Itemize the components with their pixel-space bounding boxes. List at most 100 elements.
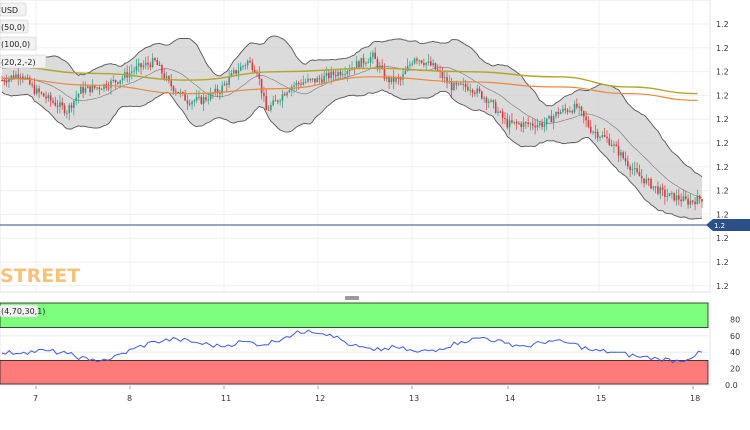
- legend-item-symbol[interactable]: [0, 2, 27, 17]
- candle-body: [89, 86, 91, 93]
- candle-body: [348, 69, 351, 72]
- candle-body: [112, 79, 115, 81]
- candle-body: [684, 196, 687, 199]
- candle-body: [666, 196, 669, 198]
- candle-body: [33, 85, 36, 94]
- candle-body: [664, 189, 666, 197]
- candle-body: [237, 70, 240, 74]
- candle-body: [476, 88, 478, 94]
- candle-body: [582, 110, 585, 117]
- legend-sma50-text: (50,0): [1, 23, 25, 32]
- candle-body: [334, 74, 337, 77]
- legend-item-rsi[interactable]: [0, 304, 39, 318]
- legend-item-sma50[interactable]: [0, 19, 29, 34]
- candle-body: [68, 105, 71, 113]
- candle-body: [42, 93, 45, 97]
- candle-body: [497, 111, 499, 113]
- candle-body: [620, 152, 622, 156]
- candle-body: [318, 78, 321, 80]
- current-price-text: 1.2: [714, 222, 725, 230]
- candle-body: [274, 100, 277, 102]
- candle-body: [70, 105, 73, 108]
- candle-body: [119, 80, 122, 84]
- candle-body: [569, 111, 571, 113]
- candle-body: [360, 57, 363, 68]
- candle-body: [395, 77, 397, 82]
- candle-body: [629, 166, 631, 171]
- x-tick-label: 8: [127, 394, 132, 403]
- candle-body: [615, 144, 618, 147]
- candle-body: [45, 96, 47, 99]
- legend-item-sma100[interactable]: [0, 36, 37, 51]
- candle-body: [110, 80, 112, 88]
- candle-body: [98, 87, 101, 90]
- candle-body: [409, 64, 411, 66]
- candle-body: [195, 97, 198, 101]
- rsi-tick-label: 20: [730, 365, 740, 374]
- candle-body: [131, 71, 133, 73]
- candle-body: [566, 109, 569, 112]
- candle-body: [701, 199, 703, 202]
- candle-body: [63, 105, 66, 114]
- candle-body: [392, 76, 395, 82]
- candle-body: [589, 126, 592, 133]
- candle-body: [207, 99, 210, 101]
- candle-body: [525, 122, 527, 124]
- x-tick-label: 18: [690, 394, 700, 403]
- candle-body: [501, 111, 504, 119]
- candle-body: [239, 66, 242, 71]
- candle-body: [49, 95, 52, 101]
- price-panel: [0, 0, 711, 293]
- candle-body: [555, 111, 557, 117]
- candle-body: [258, 73, 261, 79]
- candle-body: [689, 200, 692, 205]
- candle-body: [622, 152, 624, 159]
- candle-body: [627, 161, 629, 167]
- legend-item-bollinger[interactable]: [0, 54, 47, 69]
- candle-body: [698, 195, 701, 200]
- price-axis: 1.2 1.2 1.2 1.2 1.2 1.2 1.2 1.2 1.2 1.2 1.2 1.2: [716, 20, 729, 291]
- candle-body: [696, 195, 699, 205]
- candle-body: [165, 76, 168, 79]
- candle-body: [31, 84, 33, 86]
- candle-body: [481, 91, 483, 99]
- candle-body: [1, 80, 3, 82]
- candle-body: [413, 58, 416, 64]
- candle-body: [446, 77, 448, 83]
- candle-body: [15, 74, 17, 79]
- candle-body: [587, 120, 590, 127]
- candle-body: [462, 83, 465, 85]
- candle-body: [659, 187, 662, 194]
- candle-body: [608, 138, 611, 145]
- panel-resize-handle[interactable]: [345, 296, 359, 300]
- candle-body: [156, 60, 159, 65]
- x-tick-label: 12: [315, 394, 325, 403]
- candle-body: [19, 76, 22, 79]
- candle-body: [592, 131, 594, 133]
- candle-body: [221, 85, 223, 94]
- x-axis: 7 8 11 12 13 14 15 18: [33, 386, 700, 403]
- candle-body: [302, 82, 305, 85]
- candle-body: [311, 78, 314, 80]
- candle-body: [205, 97, 207, 100]
- candle-body: [531, 123, 534, 126]
- candle-body: [636, 168, 638, 173]
- candle-body: [142, 65, 145, 68]
- candle-body: [133, 70, 135, 72]
- candle-body: [117, 82, 119, 84]
- candle-body: [487, 101, 490, 103]
- candle-body: [552, 116, 555, 123]
- candle-body: [680, 199, 682, 202]
- candle-body: [388, 77, 390, 83]
- candle-body: [314, 78, 316, 83]
- candle-body: [223, 83, 226, 86]
- candle-body: [209, 92, 212, 100]
- candle-body: [548, 116, 550, 119]
- rsi-tick-label: 60: [730, 332, 740, 341]
- legend-sma100-text: (100,0): [1, 40, 30, 49]
- candle-body: [91, 85, 94, 93]
- candle-body: [219, 92, 221, 94]
- candle-body: [38, 88, 40, 93]
- candle-body: [376, 59, 379, 68]
- candle-body: [54, 102, 57, 106]
